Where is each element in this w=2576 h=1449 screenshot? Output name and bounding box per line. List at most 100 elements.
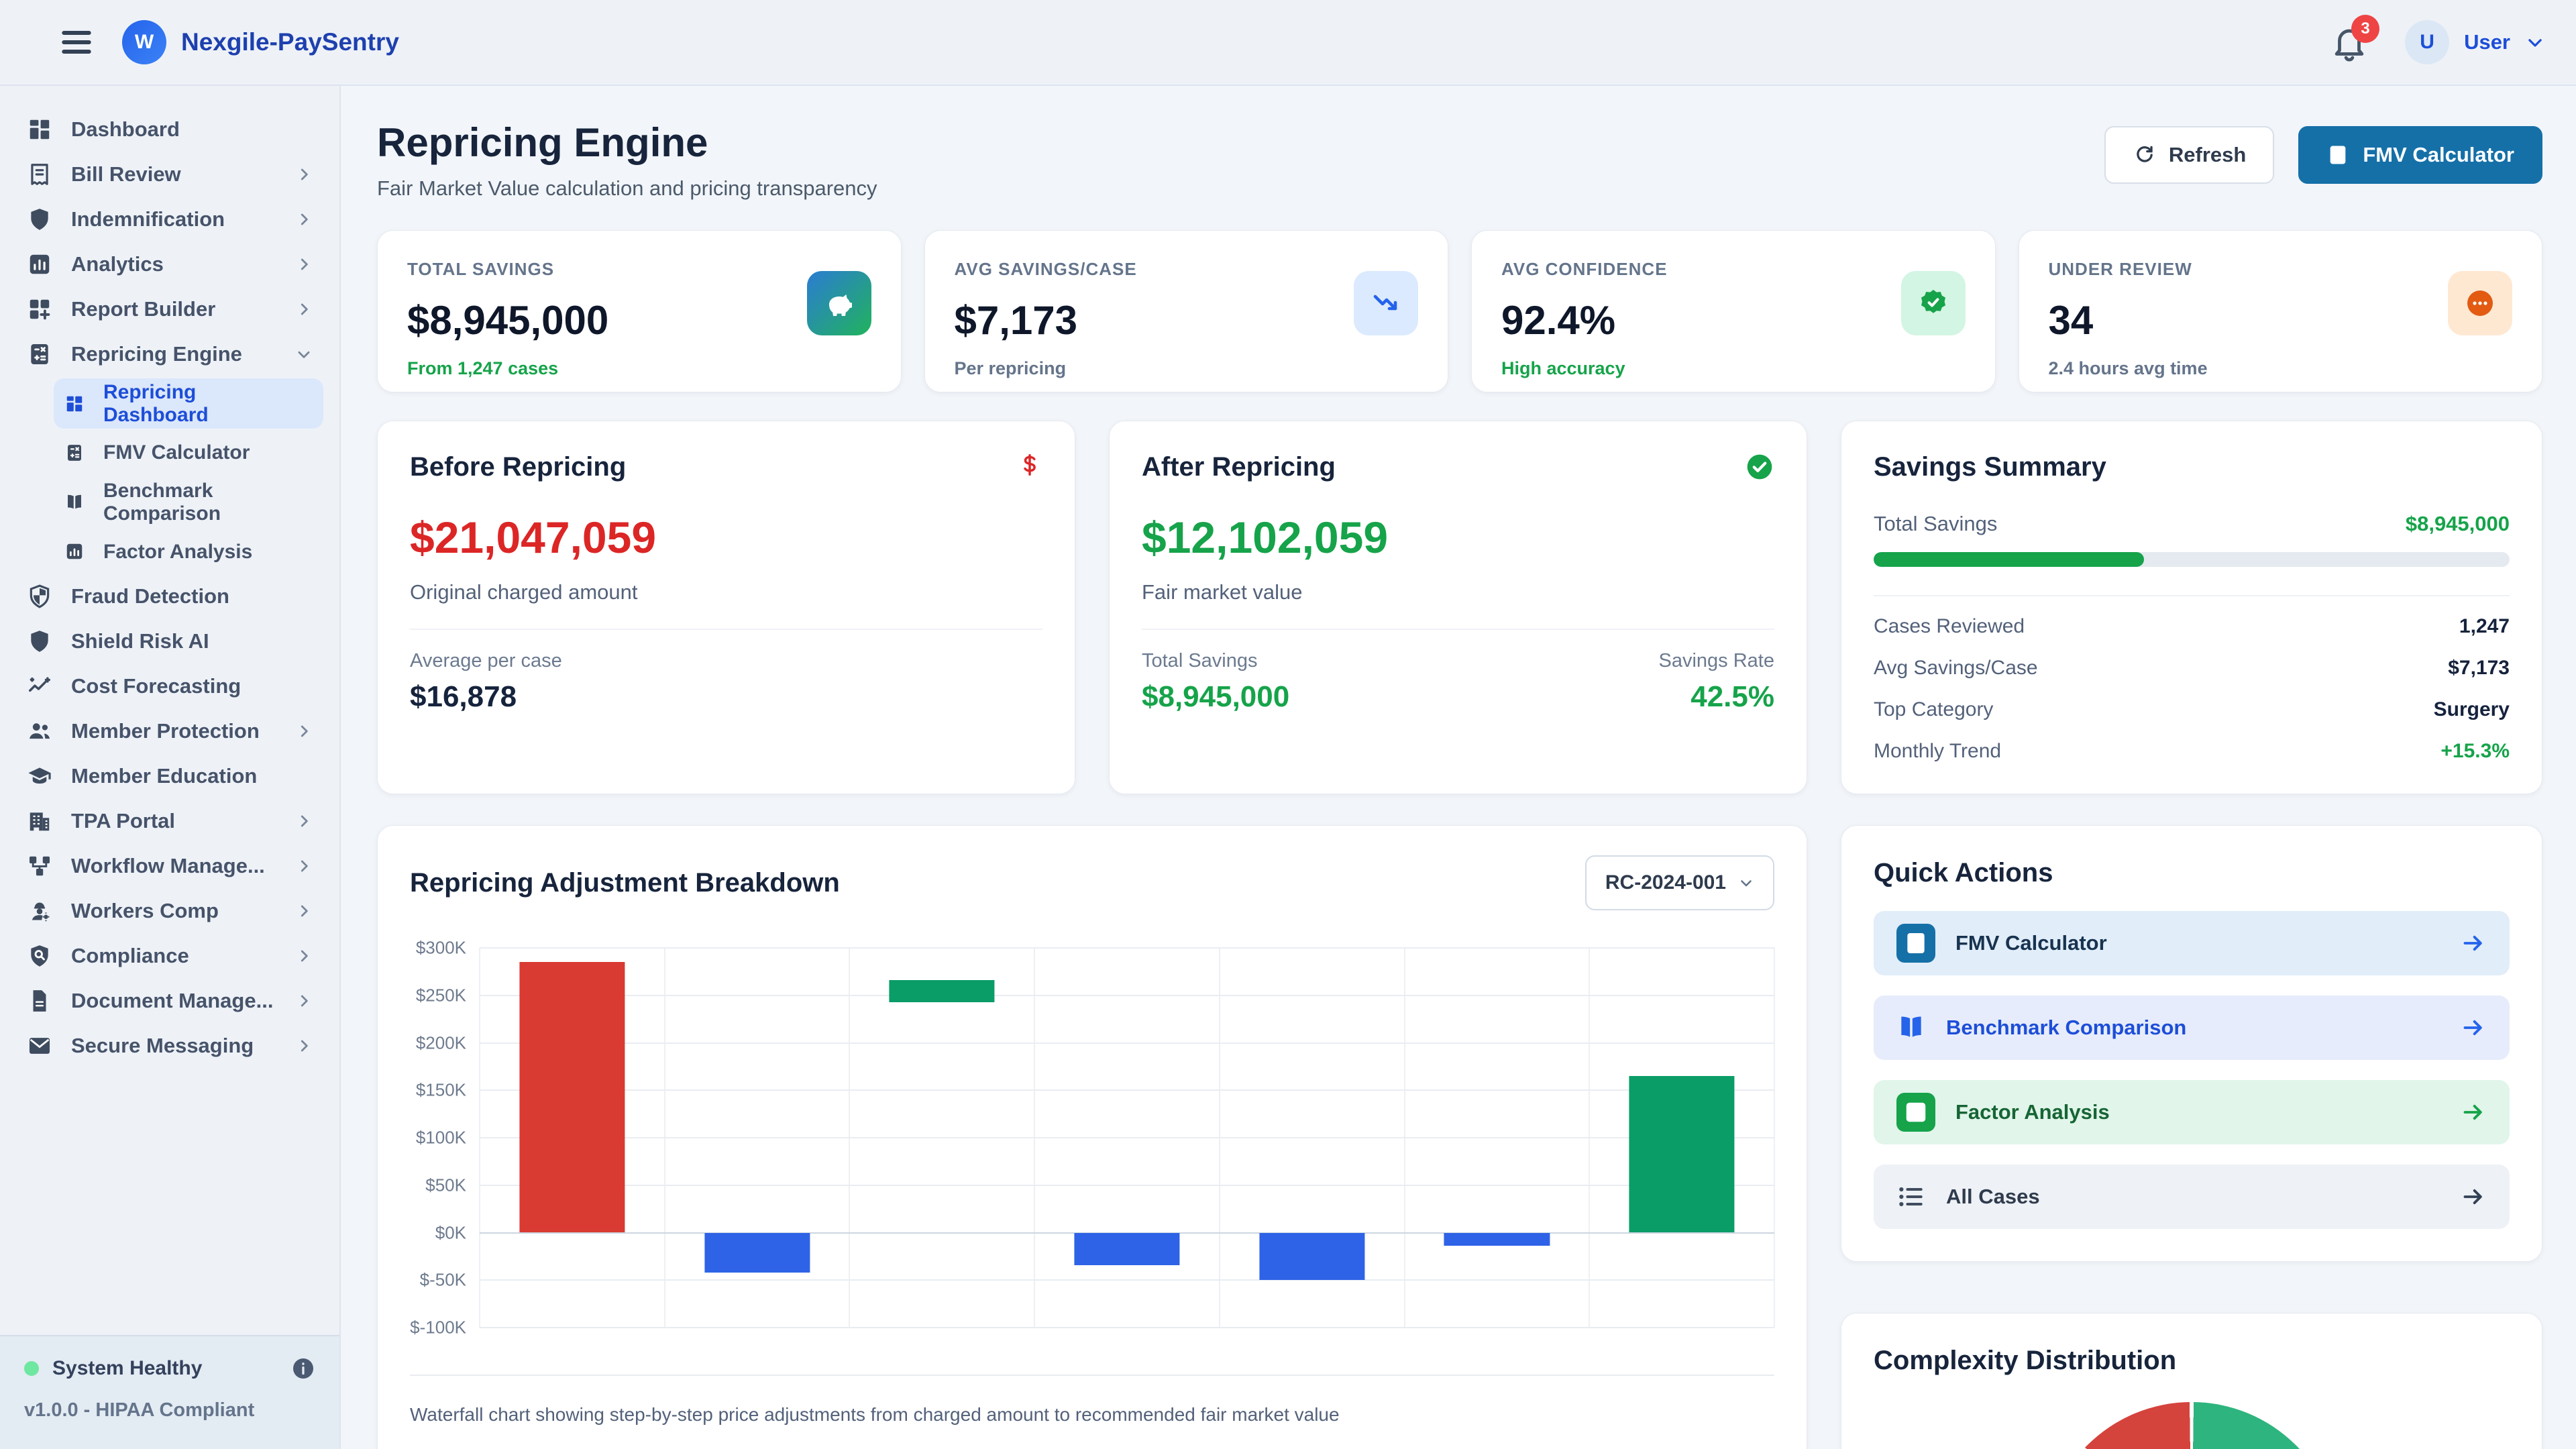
waterfall-bars [480, 948, 1774, 1328]
waterfall-chart: $300K $250K $200K $150K $100K $50K $0K $-50K $-1… [410, 938, 1775, 1338]
sidebar-item-workers-comp[interactable]: Workers Comp [16, 890, 323, 932]
user-menu[interactable]: U User [2405, 20, 2545, 64]
stat-subtext: From 1,247 cases [407, 358, 559, 378]
chevron-icon [295, 121, 313, 138]
chart-caption: Waterfall chart showing step-by-step pri… [410, 1375, 1774, 1426]
summary-total-value: $8,945,000 [2405, 512, 2510, 535]
gridline [480, 1042, 1774, 1044]
sidebar-item-icon [27, 162, 52, 187]
sidebar-item-secure-messaging[interactable]: Secure Messaging [16, 1025, 323, 1067]
sidebar-item-label: Member Protection [71, 719, 260, 743]
sidebar-item-label: Shield Risk AI [71, 629, 209, 653]
chevron-icon [295, 256, 313, 273]
savings-rate-label: Savings Rate [1658, 650, 1775, 672]
refresh-button[interactable]: Refresh [2104, 126, 2275, 184]
sidebar-item-label: Member Education [71, 764, 258, 788]
before-amount: $21,047,059 [410, 513, 657, 562]
savings-summary-title: Savings Summary [1874, 452, 2106, 482]
stat-subtext: 2.4 hours avg time [2048, 358, 2208, 378]
stat-under-review: UNDER REVIEW 34 2.4 hours avg time [2018, 230, 2542, 392]
case-selector[interactable]: RC-2024-001 [1585, 855, 1774, 910]
sidebar-item-member-protection[interactable]: Member Protection [16, 710, 323, 752]
chevron-icon [295, 812, 313, 830]
sidebar-nav: Dashboard Bill Review Indemnification An… [0, 86, 339, 1335]
y-axis-tick: $200K [415, 1032, 466, 1053]
arrow-right-icon [2460, 1099, 2487, 1126]
sidebar-item-icon [27, 763, 52, 789]
chevron-icon [295, 543, 313, 560]
summary-row-value: 1,247 [2459, 615, 2510, 637]
waterfall-column [1034, 948, 1220, 1328]
gridline [480, 994, 1774, 996]
stat-cards: TOTAL SAVINGS $8,945,000 From 1,247 case… [377, 230, 2542, 392]
quick-action-benchmark-comparison[interactable]: Benchmark Comparison [1874, 996, 2510, 1060]
summary-row-label: Monthly Trend [1874, 740, 2002, 762]
chevron-icon [295, 678, 313, 695]
gridline [480, 1137, 1774, 1138]
sidebar-subitem-fmv-calculator[interactable]: FMV Calculator [54, 432, 323, 474]
sidebar-item-shield-risk-ai[interactable]: Shield Risk AI [16, 621, 323, 662]
y-axis: $300K $250K $200K $150K $100K $50K $0K $-50K $-1… [410, 938, 480, 1338]
main-content: Repricing Engine Fair Market Value calcu… [341, 86, 2576, 1449]
sidebar-item-fraud-detection[interactable]: Fraud Detection [16, 576, 323, 617]
quick-action-all-cases[interactable]: All Cases [1874, 1165, 2510, 1229]
sidebar-item-tpa-portal[interactable]: TPA Portal [16, 800, 323, 842]
sidebar-item-member-education[interactable]: Member Education [16, 755, 323, 797]
version-label: v1.0.0 - HIPAA Compliant [24, 1399, 255, 1421]
gridline [480, 1089, 1774, 1091]
sidebar-item-dashboard[interactable]: Dashboard [16, 109, 323, 150]
quick-action-fmv-calculator[interactable]: FMV Calculator [1874, 911, 2510, 975]
info-icon[interactable] [291, 1356, 315, 1381]
menu-button[interactable] [58, 23, 95, 61]
stat-value: $7,173 [954, 298, 1078, 343]
savings-rate-value: 42.5% [1690, 680, 1774, 713]
sidebar-item-icon [64, 492, 85, 513]
sidebar-item-label: Report Builder [71, 297, 216, 321]
chevron-down-icon [2525, 32, 2545, 52]
avatar: U [2405, 20, 2450, 64]
quick-action-label: FMV Calculator [1955, 931, 2107, 955]
fmv-calculator-button[interactable]: FMV Calculator [2298, 126, 2542, 184]
chevron-icon [295, 633, 313, 650]
notifications-button[interactable]: 3 [2330, 15, 2380, 62]
after-repricing-title: After Repricing [1142, 452, 1336, 482]
sidebar-item-icon [27, 117, 52, 142]
complexity-distribution-card: Complexity Distribution [1841, 1313, 2542, 1449]
gridline [480, 1327, 1774, 1328]
chart-title: Repricing Adjustment Breakdown [410, 867, 840, 898]
sidebar-subitem-benchmark-comparison[interactable]: Benchmark Comparison [54, 477, 323, 527]
total-savings-value: $8,945,000 [1142, 680, 1290, 713]
summary-row-label: Cases Reviewed [1874, 615, 2025, 637]
summary-row: Monthly Trend +15.3% [1874, 740, 2510, 763]
sidebar-subitem-factor-analysis[interactable]: Factor Analysis [54, 531, 323, 572]
sidebar-item-repricing-engine[interactable]: Repricing Engine [16, 333, 323, 375]
sidebar-item-indemnification[interactable]: Indemnification [16, 199, 323, 240]
chevron-icon [295, 857, 313, 875]
sidebar-item-workflow-management[interactable]: Workflow Manage... [16, 845, 323, 887]
quick-action-factor-analysis[interactable]: Factor Analysis [1874, 1080, 2510, 1144]
sidebar-item-icon [27, 207, 52, 232]
y-axis-tick: $250K [415, 985, 466, 1006]
sidebar-subitem-repricing-dashboard[interactable]: Repricing Dashboard [54, 378, 323, 429]
chevron-icon [295, 211, 313, 228]
waterfall-bar [1259, 1232, 1365, 1281]
chevron-icon [295, 345, 313, 363]
sidebar-item-icon [64, 443, 85, 463]
case-selector-value: RC-2024-001 [1605, 871, 1726, 894]
sidebar-item-cost-forecasting[interactable]: Cost Forecasting [16, 665, 323, 707]
sidebar-item-bill-review[interactable]: Bill Review [16, 154, 323, 195]
summary-row-value: Surgery [2433, 698, 2510, 720]
brand[interactable]: W Nexgile-PaySentry [122, 20, 399, 64]
stat-value: 34 [2048, 298, 2094, 343]
quick-actions-card: Quick Actions FMV Calculator Benchmark C… [1841, 825, 2542, 1262]
page-subtitle: Fair Market Value calculation and pricin… [377, 176, 877, 200]
chevron-icon [295, 301, 313, 318]
stat-label: AVG SAVINGS/CASE [954, 259, 1137, 279]
sidebar-item-document-management[interactable]: Document Manage... [16, 980, 323, 1022]
complexity-donut-chart [2044, 1402, 2339, 1449]
sidebar-item-compliance[interactable]: Compliance [16, 935, 323, 977]
sidebar-item-analytics[interactable]: Analytics [16, 244, 323, 285]
notification-badge: 3 [2351, 15, 2380, 43]
sidebar-item-report-builder[interactable]: Report Builder [16, 288, 323, 330]
